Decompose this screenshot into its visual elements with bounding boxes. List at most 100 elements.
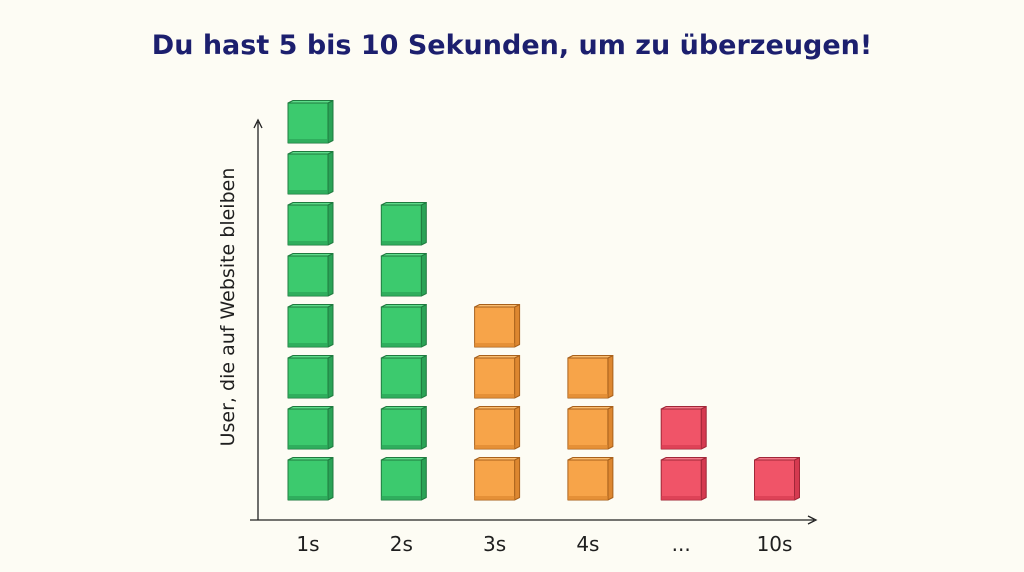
cube-side: [327, 151, 334, 195]
axes: [250, 118, 818, 525]
cube-shadow: [661, 445, 702, 449]
bars: [287, 100, 800, 501]
cube-front: [380, 255, 422, 297]
bar-2-unit-5: [380, 253, 427, 297]
bar-2-unit-3: [380, 355, 427, 399]
cube-shadow: [474, 496, 515, 500]
x-tick-label: 4s: [576, 532, 599, 556]
cube-side: [327, 304, 334, 348]
cube-front: [380, 357, 422, 399]
cube-shadow: [381, 343, 422, 347]
cube-side: [607, 457, 614, 501]
cube-shadow: [474, 394, 515, 398]
bar-3-unit-2: [474, 406, 521, 450]
bar-3-unit-3: [474, 355, 521, 399]
bar-3: [474, 304, 521, 501]
bar-4-unit-3: [567, 355, 614, 399]
cube-side: [420, 355, 427, 399]
cube-shadow: [288, 445, 328, 449]
x-tick-label: 3s: [483, 532, 506, 556]
cube-front: [474, 306, 516, 348]
x-tick-label: 10s: [757, 532, 793, 556]
cube-front: [660, 459, 702, 501]
cube-front: [567, 459, 609, 501]
cube-front: [567, 408, 609, 450]
cube-side: [514, 406, 521, 450]
bar-2-unit-4: [380, 304, 427, 348]
bar-6-unit-1: [754, 457, 800, 501]
chart-title: Du hast 5 bis 10 Sekunden, um zu überzeu…: [151, 30, 873, 61]
cube-shadow: [288, 292, 328, 296]
cube-side: [327, 202, 334, 246]
bar-1: [287, 100, 334, 501]
cube-front: [380, 204, 422, 246]
cube-shadow: [381, 292, 422, 296]
cube-shadow: [381, 394, 422, 398]
cube-shadow: [754, 496, 795, 500]
bar-1-unit-6: [287, 202, 334, 246]
cube-shadow: [474, 343, 515, 347]
cube-shadow: [381, 496, 422, 500]
cube-side: [700, 457, 707, 501]
y-axis-arrow: [253, 118, 263, 129]
bar-5-unit-1: [660, 457, 707, 501]
cube-front: [474, 459, 516, 501]
cube-front: [380, 408, 422, 450]
cube-front: [287, 357, 329, 399]
cube-front: [474, 408, 516, 450]
cube-shadow: [567, 394, 608, 398]
cube-shadow: [288, 394, 328, 398]
cube-side: [514, 457, 521, 501]
cube-side: [327, 406, 334, 450]
cube-side: [327, 100, 334, 144]
cube-front: [567, 357, 609, 399]
bar-4-unit-1: [567, 457, 614, 501]
cube-front: [287, 153, 329, 195]
cube-side: [794, 457, 800, 501]
cube-shadow: [288, 496, 328, 500]
bar-4-unit-2: [567, 406, 614, 450]
cube-front: [287, 408, 329, 450]
cube-side: [514, 355, 521, 399]
cube-front: [287, 306, 329, 348]
cube-front: [287, 459, 329, 501]
cube-front: [287, 204, 329, 246]
cube-side: [420, 457, 427, 501]
cube-shadow: [661, 496, 702, 500]
cube-side: [327, 457, 334, 501]
bar-1-unit-3: [287, 355, 334, 399]
cube-front: [660, 408, 702, 450]
x-tick-label: ...: [672, 532, 691, 556]
x-tick-label: 1s: [296, 532, 319, 556]
cube-side: [607, 355, 614, 399]
bar-1-unit-8: [287, 100, 334, 144]
bar-1-unit-5: [287, 253, 334, 297]
bar-2-unit-1: [380, 457, 427, 501]
bar-1-unit-1: [287, 457, 334, 501]
cube-side: [420, 253, 427, 297]
cube-side: [327, 355, 334, 399]
cube-shadow: [381, 241, 422, 245]
cube-shadow: [288, 190, 328, 194]
cube-side: [420, 406, 427, 450]
cube-front: [287, 102, 329, 144]
cube-shadow: [381, 445, 422, 449]
cube-side: [420, 202, 427, 246]
x-tick-label: 2s: [390, 532, 413, 556]
bar-1-unit-7: [287, 151, 334, 195]
cube-front: [380, 459, 422, 501]
bar-2-unit-6: [380, 202, 427, 246]
cube-front: [754, 459, 795, 501]
cube-shadow: [288, 241, 328, 245]
cube-front: [380, 306, 422, 348]
bar-2: [380, 202, 427, 501]
cube-shadow: [474, 445, 515, 449]
bar-1-unit-4: [287, 304, 334, 348]
bar-5: [660, 406, 707, 501]
bar-1-unit-2: [287, 406, 334, 450]
cube-shadow: [567, 496, 608, 500]
cube-shadow: [288, 343, 328, 347]
cube-side: [327, 253, 334, 297]
cube-shadow: [288, 139, 328, 143]
